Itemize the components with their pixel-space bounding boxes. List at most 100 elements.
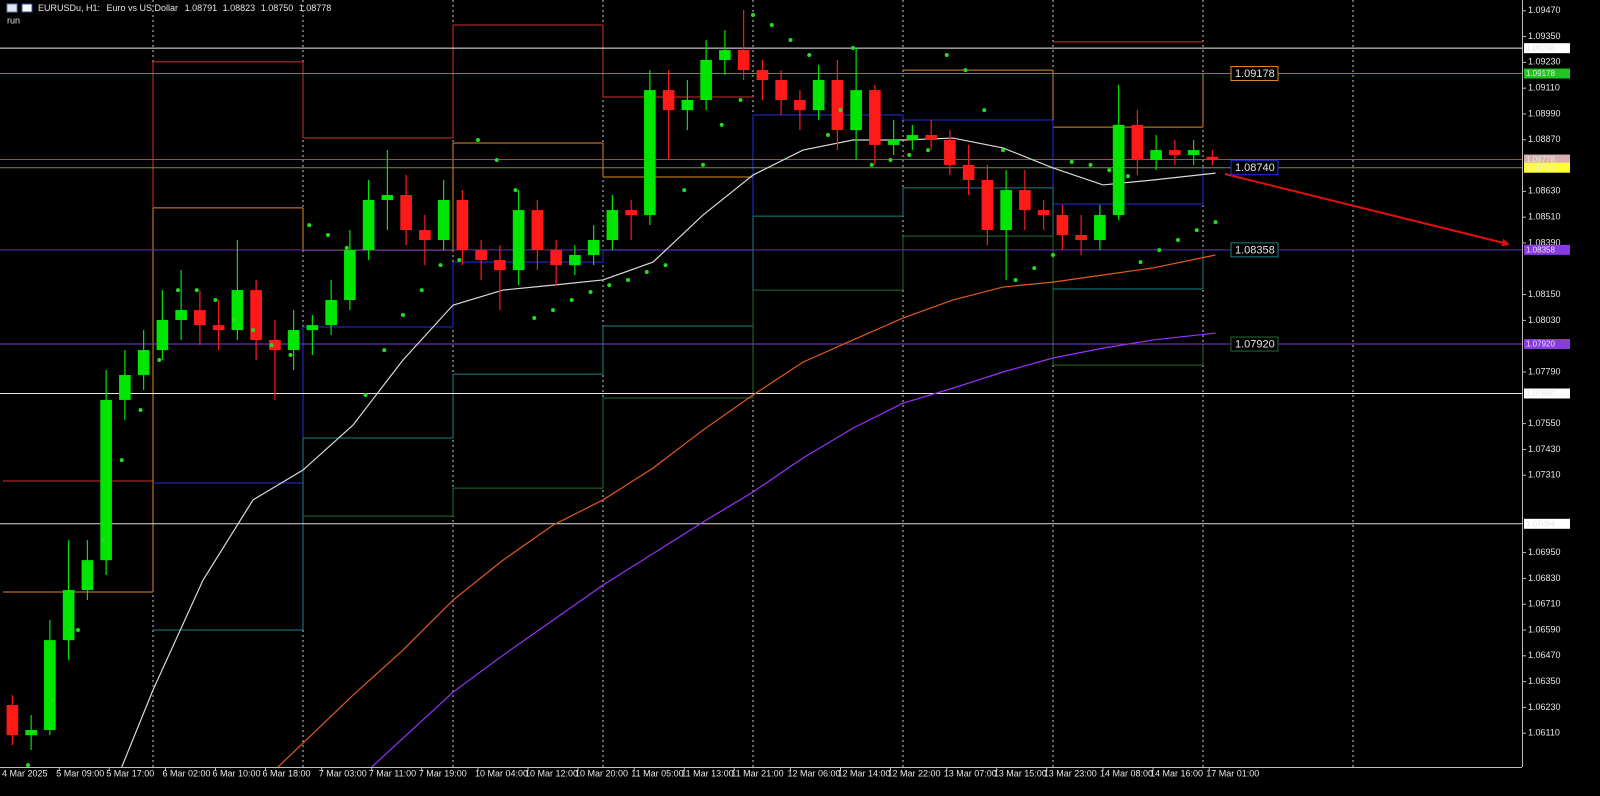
- sar-dot: [907, 153, 912, 158]
- candle-body: [400, 195, 412, 231]
- sar-dot: [101, 538, 105, 543]
- sar-dot: [419, 288, 424, 293]
- sar-dot: [1176, 237, 1180, 242]
- sar-dot: [119, 458, 124, 463]
- y-tick-label: 1.08510: [1528, 212, 1561, 222]
- candle-body: [906, 135, 919, 140]
- sar-dot: [869, 162, 874, 167]
- sar-dot: [532, 316, 537, 321]
- sar-dot: [1157, 248, 1162, 253]
- sar-dot: [788, 37, 793, 42]
- sar-dot: [719, 122, 724, 127]
- trend-arrow: [1224, 173, 1510, 247]
- sar-dot: [513, 188, 518, 193]
- sar-dot: [807, 53, 812, 58]
- y-tick-label: 1.06950: [1528, 547, 1561, 557]
- sar-dot: [944, 53, 949, 58]
- sar-dot: [551, 308, 555, 313]
- y-tick-label: 1.09470: [1528, 5, 1561, 15]
- menu-icon[interactable]: [6, 3, 18, 13]
- sar-dot: [269, 343, 274, 348]
- x-tick-label: 13 Mar 23:00: [1044, 768, 1097, 778]
- x-tick-label: 10 Mar 20:00: [575, 768, 628, 778]
- candle-body: [587, 239, 600, 256]
- moving-average: [121, 137, 1216, 767]
- candle-body: [194, 310, 206, 326]
- candle-body: [831, 79, 844, 131]
- y-tick-label: 1.07310: [1528, 470, 1561, 480]
- candle-body: [1206, 156, 1219, 160]
- sar-dot: [1138, 260, 1143, 265]
- candle-body: [269, 339, 281, 351]
- open: 1.08791: [185, 3, 218, 13]
- y-tick-label: 1.06230: [1528, 702, 1561, 712]
- candle-body: [119, 375, 131, 400]
- y-tick-label: 1.08150: [1528, 289, 1561, 299]
- candle-body: [850, 90, 862, 131]
- candle-body: [1094, 215, 1106, 240]
- x-tick-label: 12 Mar 14:00: [838, 768, 891, 778]
- candle-body: [44, 640, 56, 731]
- candle-body: [794, 99, 806, 111]
- x-tick-label: 7 Mar 11:00: [369, 768, 416, 778]
- candle-body: [756, 70, 769, 80]
- x-tick-label: 13 Mar 15:00: [994, 768, 1047, 778]
- sar-dot: [1194, 228, 1199, 233]
- sar-dot: [213, 297, 218, 302]
- sar-dot: [76, 628, 80, 633]
- sar-dot: [644, 270, 649, 275]
- x-tick-label: 11 Mar 21:00: [731, 768, 783, 778]
- symbol-icon[interactable]: [21, 3, 33, 13]
- sar-dot: [1051, 253, 1055, 258]
- sar-dot: [157, 357, 162, 362]
- y-tick-label: 1.08990: [1528, 108, 1561, 118]
- sar-dot: [826, 133, 830, 138]
- x-tick-label: 11 Mar 05:00: [631, 768, 683, 778]
- x-tick-label: 6 Mar 02:00: [163, 768, 211, 778]
- candle-body: [287, 330, 300, 351]
- y-tick-label: 1.09110: [1528, 83, 1560, 93]
- candle-body: [1169, 150, 1181, 156]
- pivot-box: [1230, 336, 1279, 352]
- candle-body: [925, 135, 937, 140]
- x-tick-label: 5 Mar 09:00: [56, 768, 104, 778]
- candle-body: [606, 210, 619, 240]
- sar-dot: [738, 97, 743, 102]
- sar-dot: [751, 13, 755, 18]
- symbol: EURUSDu, H1:: [38, 3, 100, 13]
- sar-dot: [769, 22, 774, 27]
- candle-body: [962, 164, 975, 180]
- sar-dot: [1213, 220, 1218, 225]
- moving-average: [277, 254, 1216, 767]
- candle-body: [737, 50, 750, 71]
- candle-body: [531, 210, 544, 251]
- candle-body: [887, 139, 900, 145]
- candle-body: [700, 59, 712, 100]
- sar-dot: [138, 408, 143, 413]
- candle-body: [1037, 210, 1050, 216]
- moving-average: [371, 332, 1216, 767]
- sar-dot: [401, 313, 405, 318]
- low: 1.08750: [261, 3, 294, 13]
- x-tick-label: 10 Mar 04:00: [475, 768, 528, 778]
- sar-dot: [26, 763, 30, 767]
- level-label-box: [1524, 339, 1570, 350]
- sar-dot: [232, 317, 237, 322]
- axes: 1.09178 1.08740 1.08358 1.07920 1.09470 1.093…: [0, 0, 1570, 778]
- candle-body: [644, 90, 656, 216]
- candle-body: [719, 50, 731, 60]
- candle-body: [81, 560, 94, 591]
- x-tick-label: 13 Mar 07:00: [944, 768, 997, 778]
- candle-body: [25, 730, 37, 736]
- level-label-box: [1524, 388, 1570, 399]
- x-tick-label: 17 Mar 01:00: [1206, 768, 1259, 778]
- sar-dot: [607, 283, 612, 288]
- level-label: 1.08778: [1526, 155, 1555, 164]
- sar-dot: [307, 223, 312, 228]
- level-label-box: [1524, 244, 1570, 255]
- sar-dot: [1088, 162, 1093, 167]
- plot-area: [0, 0, 1522, 767]
